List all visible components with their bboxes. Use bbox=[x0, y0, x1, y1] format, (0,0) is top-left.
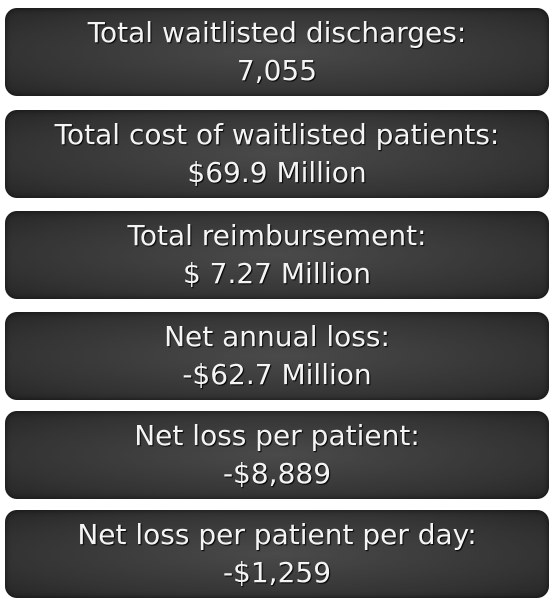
stat-card: Net loss per patient per day: -$1,259 bbox=[5, 510, 549, 598]
stat-value: 7,055 bbox=[236, 54, 318, 87]
stat-label: Total reimbursement: bbox=[127, 219, 427, 252]
stat-value: $69.9 Million bbox=[187, 156, 367, 189]
stat-value: -$1,259 bbox=[222, 556, 332, 589]
stat-value: -$8,889 bbox=[222, 457, 332, 490]
stat-card: Total cost of waitlisted patients: $69.9 … bbox=[5, 110, 549, 198]
stat-label: Net loss per patient: bbox=[134, 419, 420, 452]
stat-label: Net loss per patient per day: bbox=[77, 518, 477, 551]
stat-label: Total cost of waitlisted patients: bbox=[54, 118, 500, 151]
stat-card: Net loss per patient: -$8,889 bbox=[5, 411, 549, 499]
stat-card: Net annual loss: -$62.7 Million bbox=[5, 312, 549, 400]
stat-value: $ 7.27 Million bbox=[182, 257, 372, 290]
stat-card: Total waitlisted discharges: 7,055 bbox=[5, 8, 549, 96]
stat-value: -$62.7 Million bbox=[182, 358, 372, 391]
stat-card: Total reimbursement: $ 7.27 Million bbox=[5, 211, 549, 299]
stat-label: Net annual loss: bbox=[164, 320, 390, 353]
stat-label: Total waitlisted discharges: bbox=[87, 16, 467, 49]
